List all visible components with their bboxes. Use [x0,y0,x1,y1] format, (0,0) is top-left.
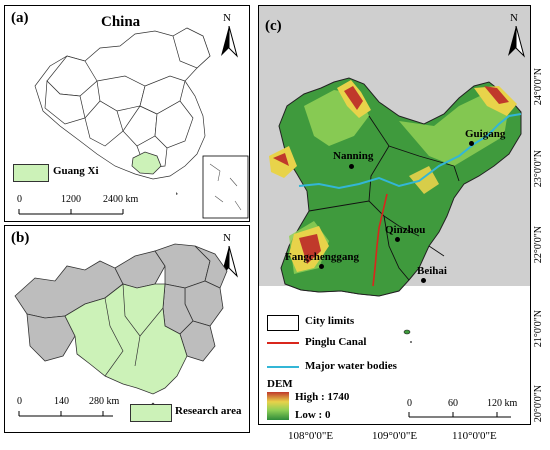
research-area-legend-label: Research area [175,405,242,417]
city-guigang: Guigang [465,128,506,140]
scale-b-tick-0: 0 [17,396,22,407]
city-beihai: Beihai [417,265,447,277]
city-limits-label: City limits [305,315,355,327]
lat-label-24: 24°0'0"N [533,68,544,106]
panel-a-china-map: (a) China N Guang Xi 0 1200 2400 [4,5,250,222]
canal-legend-swatch [267,342,299,344]
water-legend-label: Major water bodies [305,360,397,372]
guangxi-cities-map [14,243,228,408]
lat-label-20: 20°0'0"N [533,385,544,423]
city-dot-qinzhou [395,237,400,242]
north-arrow-icon [508,26,525,58]
scale-bar-a [18,209,124,215]
dem-high-label: High : 1740 [295,391,350,403]
water-legend-swatch [267,366,299,368]
city-dot-beihai [421,278,426,283]
north-label-b: N [223,232,231,244]
dem-legend-title: DEM [267,378,293,390]
lat-label-21: 21°0'0"N [533,310,544,348]
dem-terrain-map [259,6,530,424]
scale-bar-c [408,412,511,418]
lat-label-22: 22°0'0"N [533,226,544,264]
scale-c-tick-2: 120 km [487,398,518,409]
panel-b-guangxi-map: (b) N 0 140 280 km Research area [4,225,250,433]
panel-c-label: (c) [265,18,282,34]
research-area-legend-swatch [130,404,172,422]
research-area-region [64,283,188,395]
city-nanning: Nanning [333,150,374,162]
city-qinzhou: Qinzhou [385,224,426,236]
guangxi-legend-label: Guang Xi [53,165,99,177]
panel-a-label: (a) [11,10,29,26]
scale-c-tick-0: 0 [407,398,412,409]
lon-label-109: 109°0'0"E [372,430,418,442]
china-title: China [101,14,141,30]
scale-bar-b [18,411,113,417]
scale-b-tick-2: 280 km [89,396,120,407]
lon-label-108: 108°0'0"E [288,430,334,442]
city-dot-fangchenggang [319,264,324,269]
city-dot-nanning [349,164,354,169]
scale-c-tick-1: 60 [448,398,458,409]
city-fangchenggang: Fangchenggang [285,251,359,263]
dem-low-label: Low : 0 [295,409,331,421]
guangxi-region [131,151,162,175]
city-limits-swatch [267,315,299,331]
scale-a-tick-0: 0 [17,194,22,205]
panel-b-label: (b) [11,230,30,246]
china-outline-map [34,27,249,219]
scale-a-tick-1: 1200 [61,194,81,205]
north-arrow-icon [221,26,238,58]
scale-a-tick-2: 2400 km [103,194,139,205]
lat-label-23: 23°0'0"N [533,150,544,188]
guangxi-legend-swatch [13,164,49,182]
panel-c-dem-map: (c) N Nanning Guigang Qinzhou Fangchengg… [258,5,531,425]
north-label-a: N [223,12,231,24]
city-dot-guigang [469,141,474,146]
lon-label-110: 110°0'0"E [452,430,497,442]
pinglu-canal-line [372,193,388,287]
scale-b-tick-1: 140 [54,396,69,407]
north-label-c: N [510,12,518,24]
canal-legend-label: Pinglu Canal [305,336,367,348]
major-water-line [298,113,522,190]
dem-gradient-bar [267,392,289,420]
